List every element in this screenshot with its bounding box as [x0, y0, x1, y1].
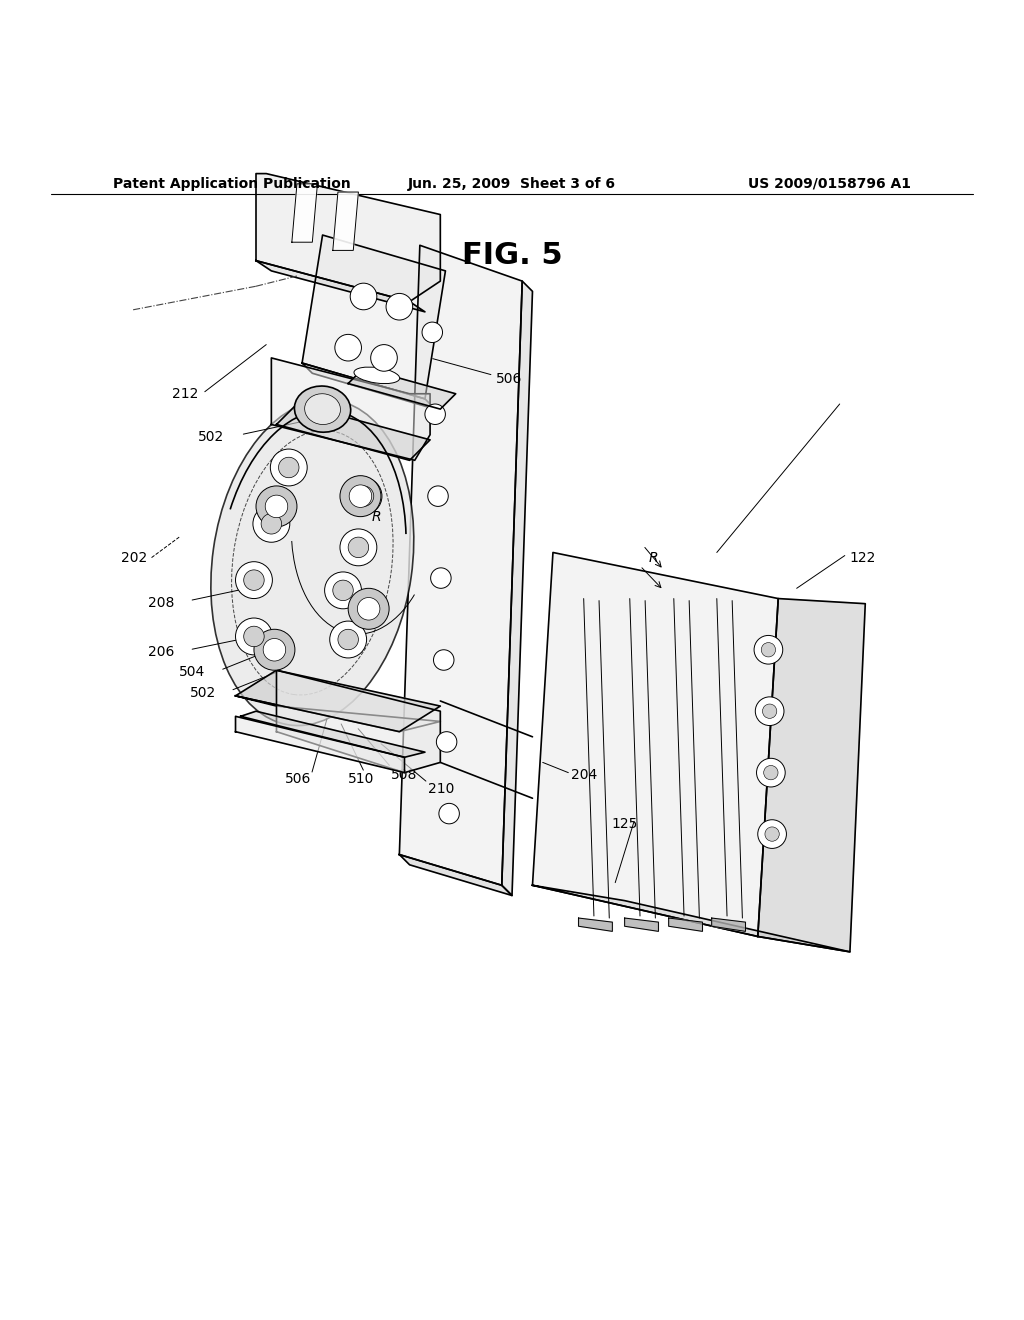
Polygon shape: [292, 183, 317, 242]
Circle shape: [428, 486, 449, 507]
Circle shape: [357, 598, 380, 620]
Polygon shape: [579, 917, 612, 932]
Text: R: R: [372, 510, 382, 524]
Circle shape: [236, 618, 272, 655]
Polygon shape: [502, 281, 532, 895]
Circle shape: [254, 630, 295, 671]
Circle shape: [764, 766, 778, 780]
Polygon shape: [712, 917, 745, 932]
Circle shape: [765, 826, 779, 841]
Circle shape: [253, 506, 290, 543]
Polygon shape: [399, 246, 522, 886]
Polygon shape: [236, 696, 440, 731]
Ellipse shape: [211, 400, 414, 726]
Circle shape: [348, 537, 369, 557]
Circle shape: [244, 626, 264, 647]
Circle shape: [340, 529, 377, 566]
Circle shape: [757, 758, 785, 787]
Ellipse shape: [305, 393, 340, 425]
Polygon shape: [271, 358, 430, 461]
Circle shape: [236, 562, 272, 598]
Circle shape: [431, 568, 452, 589]
Polygon shape: [348, 368, 456, 409]
Circle shape: [386, 293, 413, 319]
Circle shape: [261, 513, 282, 535]
Text: 204: 204: [571, 768, 598, 781]
Circle shape: [265, 495, 288, 517]
Polygon shape: [241, 711, 425, 758]
Text: 502: 502: [189, 686, 216, 700]
Text: 122: 122: [850, 550, 877, 565]
Text: 504: 504: [179, 665, 206, 680]
Circle shape: [348, 589, 389, 630]
Circle shape: [244, 570, 264, 590]
Circle shape: [333, 579, 353, 601]
Circle shape: [422, 322, 442, 343]
Text: Jun. 25, 2009  Sheet 3 of 6: Jun. 25, 2009 Sheet 3 of 6: [408, 177, 616, 191]
Polygon shape: [532, 886, 850, 952]
Polygon shape: [758, 598, 865, 952]
Polygon shape: [256, 174, 440, 301]
Circle shape: [758, 820, 786, 849]
Circle shape: [353, 486, 374, 507]
Text: 508: 508: [391, 768, 418, 781]
Circle shape: [350, 284, 377, 310]
Circle shape: [433, 649, 454, 671]
Text: US 2009/0158796 A1: US 2009/0158796 A1: [749, 177, 911, 191]
Text: FIG. 5: FIG. 5: [462, 242, 562, 271]
Circle shape: [340, 475, 381, 516]
Polygon shape: [532, 553, 778, 936]
Circle shape: [256, 486, 297, 527]
Circle shape: [763, 704, 777, 718]
Text: 510: 510: [348, 772, 375, 785]
Circle shape: [436, 731, 457, 752]
Polygon shape: [302, 363, 435, 409]
Circle shape: [270, 449, 307, 486]
Circle shape: [338, 630, 358, 649]
Polygon shape: [302, 235, 445, 399]
Polygon shape: [669, 917, 702, 932]
Ellipse shape: [295, 385, 350, 432]
Text: 125: 125: [611, 817, 638, 830]
Circle shape: [279, 457, 299, 478]
Polygon shape: [276, 671, 440, 772]
Polygon shape: [625, 917, 658, 932]
Text: 206: 206: [148, 644, 175, 659]
Circle shape: [345, 478, 382, 515]
Ellipse shape: [354, 367, 399, 384]
Circle shape: [263, 639, 286, 661]
Text: R: R: [648, 550, 658, 565]
Circle shape: [349, 484, 372, 507]
Polygon shape: [399, 854, 512, 895]
Circle shape: [425, 404, 445, 425]
Circle shape: [756, 697, 784, 726]
Polygon shape: [256, 260, 425, 312]
Text: 202: 202: [121, 550, 147, 565]
Circle shape: [761, 643, 775, 657]
Text: Patent Application Publication: Patent Application Publication: [113, 177, 350, 191]
Circle shape: [371, 345, 397, 371]
Circle shape: [335, 334, 361, 360]
Text: 506: 506: [496, 372, 522, 387]
Circle shape: [439, 804, 460, 824]
Text: 210: 210: [428, 781, 455, 796]
Text: 502: 502: [198, 430, 224, 444]
Circle shape: [754, 635, 782, 664]
Circle shape: [325, 572, 361, 609]
Polygon shape: [236, 717, 404, 772]
Polygon shape: [236, 671, 440, 731]
Text: 212: 212: [172, 387, 199, 401]
Text: 506: 506: [285, 772, 311, 785]
Polygon shape: [333, 191, 358, 251]
Circle shape: [330, 622, 367, 657]
Polygon shape: [276, 404, 430, 461]
Text: 208: 208: [148, 595, 175, 610]
